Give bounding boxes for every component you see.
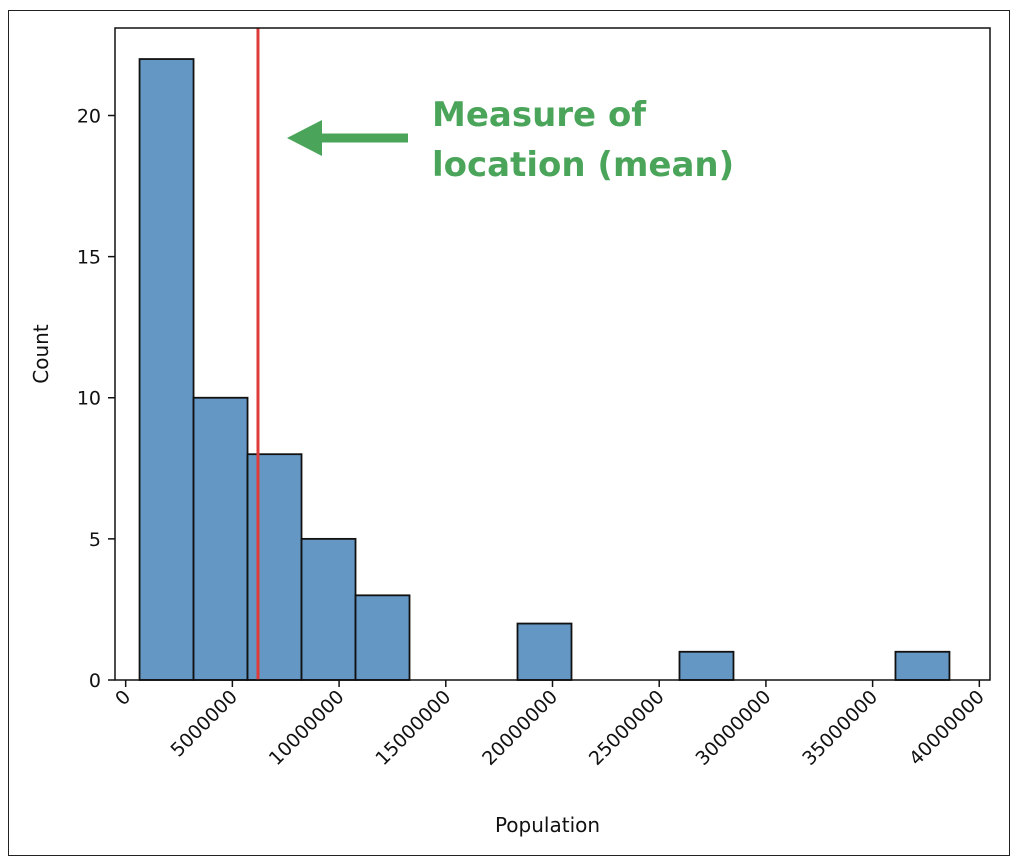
x-tick-label-0: 0 — [111, 686, 135, 710]
y-axis-label: Count — [29, 324, 53, 384]
x-axis: 0 5000000 10000000 15000000 20000000 25000000… — [111, 680, 989, 770]
x-tick-label-5: 25000000 — [585, 686, 669, 770]
annotation-arrow-head-icon — [287, 120, 322, 156]
x-tick-label-8: 40000000 — [905, 686, 989, 770]
histogram-bar-10 — [678, 650, 735, 681]
x-tick-label-2: 10000000 — [265, 686, 349, 770]
y-tick-label-3: 15 — [77, 247, 101, 269]
x-axis-label: Population — [495, 813, 600, 837]
x-tick-label-7: 35000000 — [798, 686, 882, 770]
y-tick-label-4: 20 — [77, 105, 101, 127]
histogram-bar-7 — [516, 622, 573, 681]
histogram-bar-3 — [300, 537, 357, 681]
y-axis: 0 5 10 15 20 — [77, 105, 115, 692]
annotation-text-line-2: location (mean) — [432, 145, 734, 185]
histogram-bar-4 — [354, 594, 411, 681]
x-tick-label-6: 30000000 — [692, 686, 776, 770]
histogram-bar-2 — [246, 453, 303, 681]
histogram-bar-14 — [894, 650, 951, 681]
y-tick-label-1: 5 — [89, 529, 101, 551]
mean-annotation: Measure of location (mean) — [287, 95, 734, 185]
annotation-text-line-1: Measure of — [432, 95, 647, 135]
y-tick-label-2: 10 — [77, 388, 101, 410]
histogram-bar-1 — [192, 396, 249, 681]
x-tick-label-3: 15000000 — [371, 686, 455, 770]
histogram-bar-0 — [138, 58, 195, 681]
y-tick-label-0: 0 — [89, 670, 101, 692]
x-tick-label-1: 5000000 — [167, 686, 242, 761]
x-tick-label-4: 20000000 — [478, 686, 562, 770]
